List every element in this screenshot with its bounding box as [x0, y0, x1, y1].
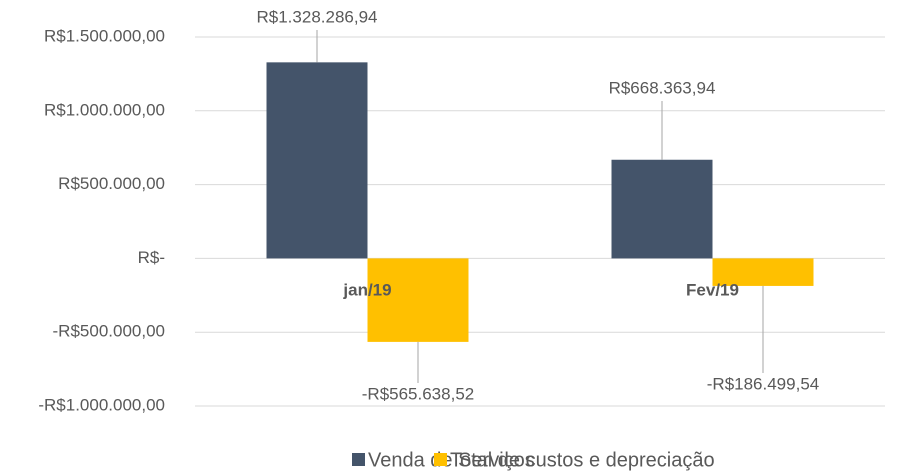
- y-tick-label: -R$500.000,00: [53, 322, 165, 341]
- y-tick-label: R$1.500.000,00: [44, 26, 165, 45]
- y-tick-label: R$-: [138, 248, 165, 267]
- legend-swatch: [352, 453, 365, 466]
- legend-label: Venda de Serviços: [368, 449, 535, 471]
- data-label: R$1.328.286,94: [257, 7, 378, 26]
- bar: [712, 258, 814, 286]
- x-tick-label: Fev/19: [686, 280, 739, 299]
- y-tick-label: -R$1.000.000,00: [38, 395, 165, 414]
- bar: [266, 62, 368, 259]
- y-tick-label: R$500.000,00: [58, 174, 165, 193]
- data-label: -R$565.638,52: [362, 384, 474, 403]
- data-label: -R$186.499,54: [707, 374, 819, 393]
- legend-swatch: [434, 453, 447, 466]
- legend-label: Total de custos e depreciação: [450, 449, 715, 471]
- bar: [611, 159, 713, 259]
- bar: [367, 258, 469, 342]
- data-label: R$668.363,94: [609, 78, 716, 97]
- y-tick-label: R$1.000.000,00: [44, 100, 165, 119]
- x-tick-label: jan/19: [342, 280, 391, 299]
